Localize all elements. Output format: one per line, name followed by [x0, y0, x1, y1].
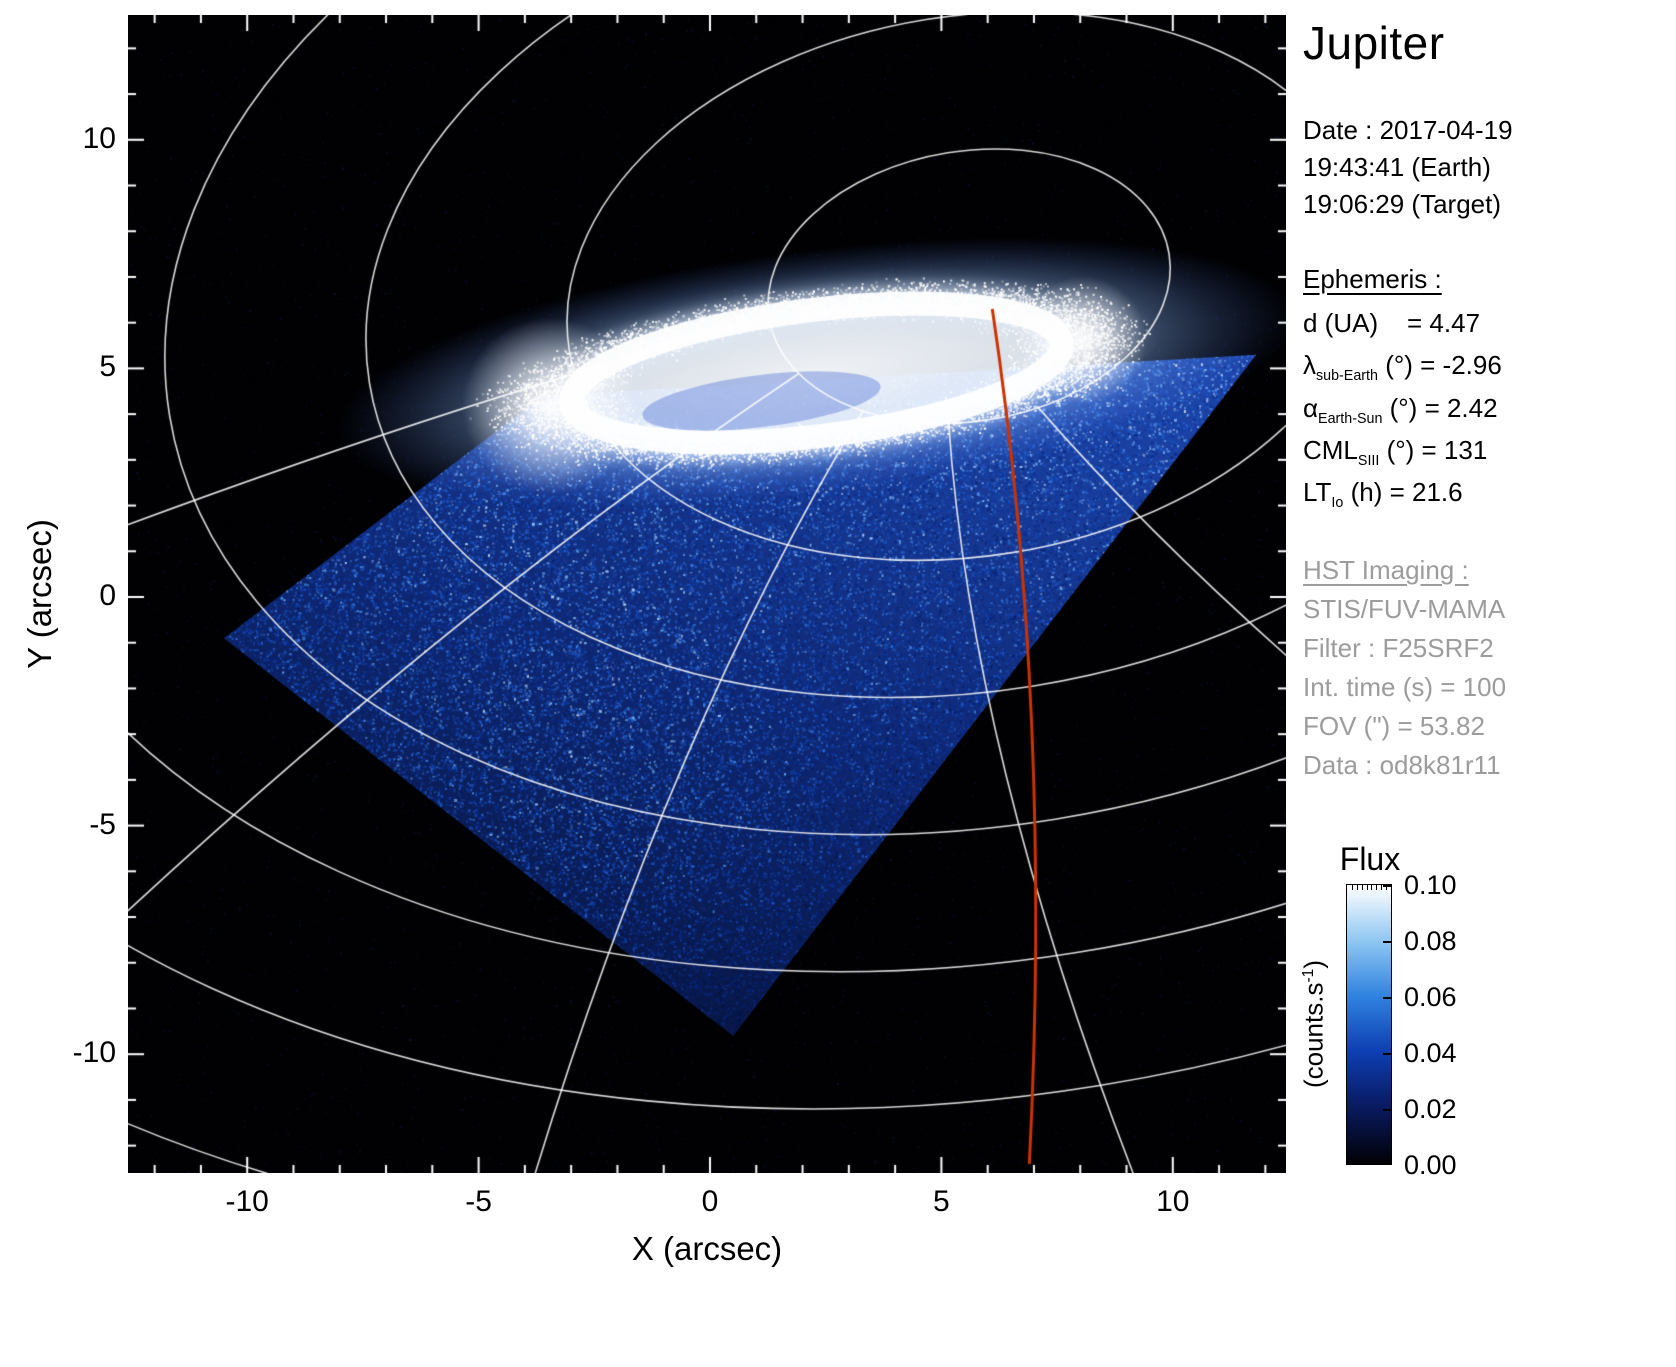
ephemeris-heading-text: Ephemeris :: [1303, 264, 1442, 294]
hst-int-time: Int. time (s) = 100: [1303, 668, 1675, 707]
colorbar-tick-label: 0.04: [1404, 1037, 1457, 1069]
eph-lt-label: LT: [1303, 477, 1331, 507]
eph-lambda-sub: sub-Earth: [1316, 369, 1378, 385]
eph-lt-sub: Io: [1331, 496, 1343, 512]
colorbar-unit-post: ): [1299, 960, 1329, 969]
info-panel: Jupiter Date : 2017-04-19 19:43:41 (Eart…: [1303, 16, 1675, 785]
colorbar-tick-mark: [1383, 1053, 1391, 1055]
eph-lt-value: (h) = 21.6: [1343, 477, 1462, 507]
x-tick-label: -5: [465, 1184, 492, 1220]
y-tick-label: -10: [73, 1035, 116, 1071]
x-tick-label: 10: [1156, 1184, 1189, 1220]
colorbar-minor-tick-mark: [1362, 885, 1363, 890]
obs-time-target: 19:06:29 (Target): [1303, 186, 1675, 223]
x-tick-label: 5: [933, 1184, 950, 1220]
observation-datetime: Date : 2017-04-19 19:43:41 (Earth) 19:06…: [1303, 112, 1675, 223]
eph-cml-sub: SIII: [1358, 453, 1379, 469]
colorbar-unit-pre: (counts.s: [1299, 983, 1329, 1089]
eph-d-label: d (UA): [1303, 308, 1378, 338]
y-tick-label: -5: [89, 807, 116, 843]
figure: X (arcsec) Y (arcsec) Jupiter Date : 201…: [0, 0, 1676, 1367]
eph-cml-value: (°) = 131: [1379, 435, 1487, 465]
obs-time-earth: 19:43:41 (Earth): [1303, 149, 1675, 186]
y-tick-label: 0: [99, 578, 116, 614]
ephemeris-row-subearth-lat: λsub-Earth (°) = -2.96: [1303, 345, 1675, 387]
colorbar-unit-exponent: -1: [1300, 969, 1317, 983]
ephemeris-block: Ephemeris : d (UA) = 4.47 λsub-Earth (°)…: [1303, 259, 1675, 515]
y-axis-label: Y (arcsec): [21, 519, 59, 669]
colorbar-tick-mark: [1383, 1109, 1391, 1111]
x-tick-label: -10: [226, 1184, 269, 1220]
colorbar-tick-mark: [1383, 941, 1391, 943]
ephemeris-row-distance: d (UA) = 4.47: [1303, 303, 1675, 345]
x-tick-label: 0: [702, 1184, 719, 1220]
hst-instrument: STIS/FUV-MAMA: [1303, 590, 1675, 629]
ephemeris-row-io-localtime: LTIo (h) = 21.6: [1303, 472, 1675, 514]
colorbar-title: Flux: [1340, 841, 1400, 878]
colorbar: [1346, 884, 1392, 1165]
colorbar-tick-mark: [1383, 997, 1391, 999]
colorbar-minor-tick-mark: [1371, 885, 1372, 890]
obs-date: Date : 2017-04-19: [1303, 112, 1675, 149]
y-tick-label: 10: [83, 121, 116, 157]
y-tick-label: 5: [99, 349, 116, 385]
eph-alpha-label: α: [1303, 393, 1318, 423]
eph-lambda-label: λ: [1303, 350, 1316, 380]
fuv-image-canvas: [128, 15, 1286, 1173]
x-axis-label: X (arcsec): [632, 1230, 782, 1268]
hst-imaging-block: HST Imaging : STIS/FUV-MAMA Filter : F25…: [1303, 551, 1675, 785]
colorbar-minor-tick-mark: [1381, 885, 1382, 890]
colorbar-tick-mark: [1383, 1162, 1391, 1164]
colorbar-minor-tick-mark: [1367, 885, 1368, 890]
colorbar-tick-label: 0.02: [1404, 1093, 1457, 1125]
hst-filter: Filter : F25SRF2: [1303, 629, 1675, 668]
colorbar-tick-label: 0.08: [1404, 925, 1457, 957]
colorbar-tick-label: 0.00: [1404, 1149, 1457, 1181]
target-title: Jupiter: [1303, 16, 1675, 70]
ephemeris-heading: Ephemeris :: [1303, 259, 1675, 299]
image-plot-area: [128, 15, 1286, 1173]
colorbar-minor-tick-mark: [1376, 885, 1377, 890]
ephemeris-row-phase-angle: αEarth-Sun (°) = 2.42: [1303, 388, 1675, 430]
eph-d-value: = 4.47: [1378, 308, 1480, 338]
colorbar-tick-label: 0.06: [1404, 981, 1457, 1013]
hst-fov: FOV (") = 53.82: [1303, 707, 1675, 746]
colorbar-unit-label: (counts.s-1): [1299, 960, 1330, 1088]
colorbar-minor-tick-mark: [1352, 885, 1353, 890]
colorbar-minor-tick-mark: [1357, 885, 1358, 890]
eph-alpha-sub: Earth-Sun: [1318, 411, 1382, 427]
hst-data-id: Data : od8k81r11: [1303, 746, 1675, 785]
ephemeris-row-cml: CMLSIII (°) = 131: [1303, 430, 1675, 472]
hst-heading: HST Imaging :: [1303, 551, 1675, 590]
colorbar-tick-label: 0.10: [1404, 869, 1457, 901]
eph-cml-label: CML: [1303, 435, 1358, 465]
hst-heading-text: HST Imaging :: [1303, 555, 1469, 585]
colorbar-minor-tick-mark: [1386, 885, 1387, 890]
eph-alpha-value: (°) = 2.42: [1382, 393, 1497, 423]
eph-lambda-value: (°) = -2.96: [1378, 350, 1502, 380]
